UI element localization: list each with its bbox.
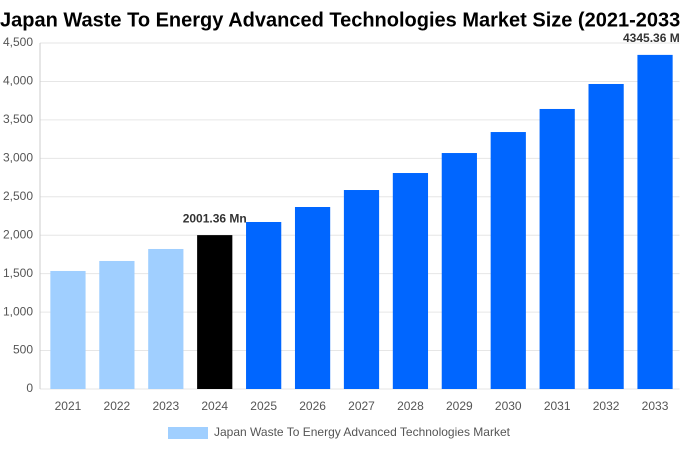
bar	[246, 221, 282, 389]
x-tick-label: 2033	[642, 399, 669, 413]
x-tick-label: 2030	[495, 399, 522, 413]
y-tick-label: 3,500	[3, 112, 33, 126]
bar	[539, 108, 575, 389]
x-tick-label: 2029	[446, 399, 473, 413]
y-tick-label: 1,500	[3, 266, 33, 280]
bar	[343, 190, 380, 389]
y-tick-label: 3,000	[3, 151, 33, 165]
x-tick-label: 2032	[593, 399, 620, 413]
bar	[50, 270, 86, 389]
bar	[99, 260, 135, 389]
x-tick-label: 2026	[299, 399, 326, 413]
data-label: 2001.36 Mn	[183, 211, 247, 225]
x-tick-label: 2027	[348, 399, 375, 413]
data-label: 4345.36 Mn	[623, 31, 680, 45]
bar	[294, 207, 331, 389]
legend-label: Japan Waste To Energy Advanced Technolog…	[214, 425, 511, 439]
x-tick-label: 2024	[201, 399, 228, 413]
chart-title: Japan Waste To Energy Advanced Technolog…	[0, 9, 680, 31]
y-tick-label: 500	[13, 343, 33, 357]
x-tick-label: 2025	[250, 399, 277, 413]
bar	[392, 173, 429, 389]
y-tick-label: 1,000	[3, 304, 33, 318]
bar	[588, 83, 624, 389]
y-tick-label: 4,500	[3, 35, 33, 49]
x-tick-label: 2031	[544, 399, 571, 413]
y-tick-label: 2,500	[3, 189, 33, 203]
x-tick-label: 2021	[55, 399, 82, 413]
y-tick-label: 2,000	[3, 227, 33, 241]
bar	[148, 248, 184, 389]
x-tick-label: 2028	[397, 399, 424, 413]
y-tick-label: 4,000	[3, 74, 33, 88]
bar	[441, 153, 477, 389]
bar	[490, 132, 526, 389]
x-tick-label: 2023	[152, 399, 179, 413]
x-tick-label: 2022	[104, 399, 131, 413]
y-tick-label: 0	[26, 381, 33, 395]
bar	[197, 235, 233, 389]
legend-swatch	[168, 427, 208, 439]
bar	[637, 54, 673, 389]
